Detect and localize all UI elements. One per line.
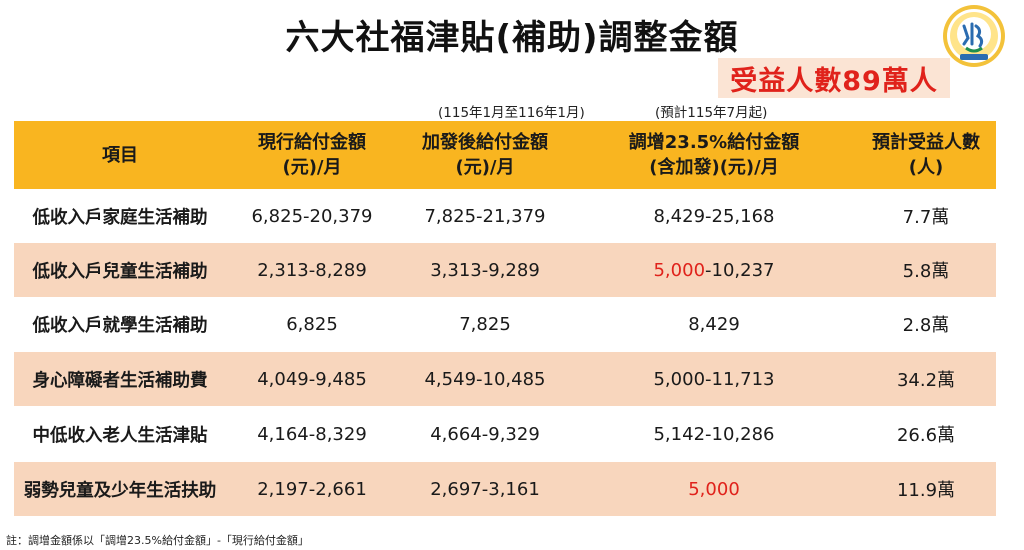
row-current-amount: 4,049-9,485	[257, 368, 367, 390]
row-current-amount: 2,197-2,661	[257, 478, 367, 500]
row-beneficiaries: 5.8萬	[902, 261, 950, 282]
row-beneficiaries: 11.9萬	[896, 480, 956, 501]
row-raised-amount: 5,000	[688, 478, 740, 500]
row-added-amount: 4,549-10,485	[424, 368, 546, 390]
period-note-raised: (預計115年7月起)	[655, 105, 768, 121]
row-raised-amount: 5,000-10,237	[653, 259, 775, 281]
row-item: 低收入戶兒童生活補助	[32, 261, 208, 282]
row-added-amount: 4,664-9,329	[430, 423, 540, 445]
row-added-amount: 7,825	[459, 313, 511, 335]
header-item: 項目	[102, 144, 138, 166]
row-raised-amount: 5,000-11,713	[653, 368, 775, 390]
table-row: 弱勢兒童及少年生活扶助 2,197-2,661 2,697-3,161 5,00…	[14, 462, 996, 516]
row-current-amount: 6,825-20,379	[251, 205, 373, 227]
row-added-amount: 7,825-21,379	[424, 205, 546, 227]
row-current-amount: 4,164-8,329	[257, 423, 367, 445]
beneficiary-count-badge: 受益人數89萬人	[718, 58, 950, 98]
ministry-logo-icon	[942, 4, 1006, 68]
row-item: 低收入戶就學生活補助	[32, 315, 208, 336]
table-row: 低收入戶就學生活補助 6,825 7,825 8,429 2.8萬	[14, 297, 996, 351]
header-beneficiaries: 預計受益人數 (人)	[872, 132, 980, 178]
period-note-current: (115年1月至116年1月)	[438, 105, 585, 121]
table-row: 低收入戶兒童生活補助 2,313-8,289 3,313-9,289 5,000…	[14, 243, 996, 297]
header-raised-amount: 調增23.5%給付金額 (含加發)(元)/月	[628, 132, 800, 178]
table-row: 身心障礙者生活補助費 4,049-9,485 4,549-10,485 5,00…	[14, 352, 996, 406]
row-item: 身心障礙者生活補助費	[32, 370, 208, 391]
table-row: 中低收入老人生活津貼 4,164-8,329 4,664-9,329 5,142…	[14, 407, 996, 461]
row-added-amount: 2,697-3,161	[430, 478, 540, 500]
table-header: 項目 現行給付金額 (元)/月 加發後給付金額 (元)/月 調增23.5%給付金額(…	[14, 121, 996, 189]
row-beneficiaries: 26.6萬	[896, 425, 956, 446]
page-title: 六大社福津貼(補助)調整金額	[285, 18, 739, 58]
row-item: 低收入戶家庭生活補助	[32, 207, 208, 228]
row-item: 中低收入老人生活津貼	[32, 425, 208, 446]
row-beneficiaries: 34.2萬	[896, 370, 956, 391]
table-row: 低收入戶家庭生活補助 6,825-20,379 7,825-21,379 8,4…	[14, 189, 996, 243]
row-beneficiaries: 2.8萬	[902, 315, 950, 336]
row-current-amount: 2,313-8,289	[257, 259, 367, 281]
row-raised-amount: 5,142-10,286	[653, 423, 775, 445]
row-item: 弱勢兒童及少年生活扶助	[23, 480, 217, 501]
row-raised-amount: 8,429	[688, 313, 740, 335]
header-added-amount: 加發後給付金額 (元)/月	[422, 132, 548, 178]
row-current-amount: 6,825	[286, 313, 338, 335]
row-beneficiaries: 7.7萬	[902, 207, 950, 228]
header-current-amount: 現行給付金額 (元)/月	[258, 132, 366, 178]
footnote: 註：調增金額係以「調增23.5%給付金額」-「現行給付金額」	[6, 534, 309, 547]
row-added-amount: 3,313-9,289	[430, 259, 540, 281]
row-raised-amount: 8,429-25,168	[653, 205, 775, 227]
